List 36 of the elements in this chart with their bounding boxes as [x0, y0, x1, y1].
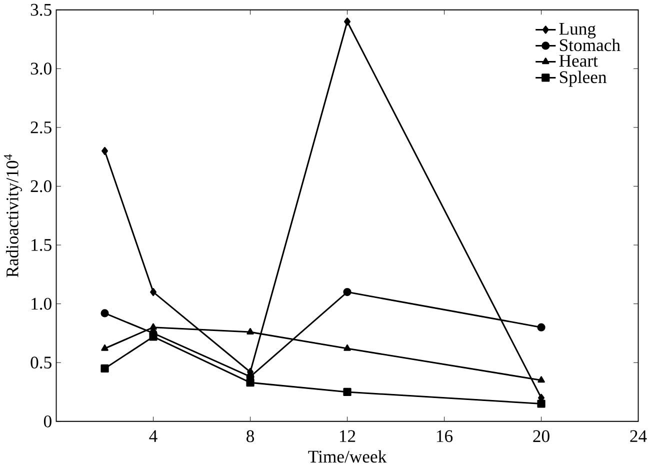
x-tick-label: 16 — [436, 430, 453, 442]
legend-label: Stomach — [560, 38, 620, 52]
y-tick-label: 1.5 — [32, 239, 52, 252]
point — [149, 332, 158, 342]
point — [101, 344, 108, 352]
x-tick-label: 4 — [149, 430, 158, 442]
point — [343, 388, 352, 396]
point — [344, 18, 350, 26]
point — [246, 328, 254, 335]
y-tick-label: 3.0 — [30, 62, 52, 75]
point — [344, 344, 351, 352]
y-tick-label: 1.0 — [32, 298, 52, 310]
legend-label: Lung — [559, 23, 596, 39]
y-axis-title: Radioactivity/10$^{4}$ — [4, 154, 22, 278]
point — [537, 400, 546, 408]
x-tick-label: 8 — [246, 430, 254, 442]
y-tick-label: 0 — [44, 416, 52, 428]
point — [150, 288, 156, 296]
point — [100, 309, 109, 318]
point — [537, 323, 546, 332]
x-tick-label: 12 — [340, 430, 356, 442]
legend-label: Spleen — [560, 70, 607, 87]
y-tick-label: 0.5 — [30, 356, 52, 369]
x-tick-label: 20 — [533, 430, 550, 442]
point — [150, 323, 157, 330]
y-tick-label: 3.5 — [30, 4, 52, 16]
point — [343, 288, 352, 296]
point — [538, 376, 545, 383]
x-tick-label: 24 — [630, 430, 647, 442]
y-tick-label: 2.5 — [30, 122, 52, 134]
legend-label: Heart — [559, 55, 598, 67]
y-tick-label: 2.0 — [30, 180, 52, 192]
x-axis-title: Time/week — [308, 450, 387, 463]
point — [102, 147, 108, 156]
point — [100, 364, 109, 373]
point — [246, 378, 254, 387]
